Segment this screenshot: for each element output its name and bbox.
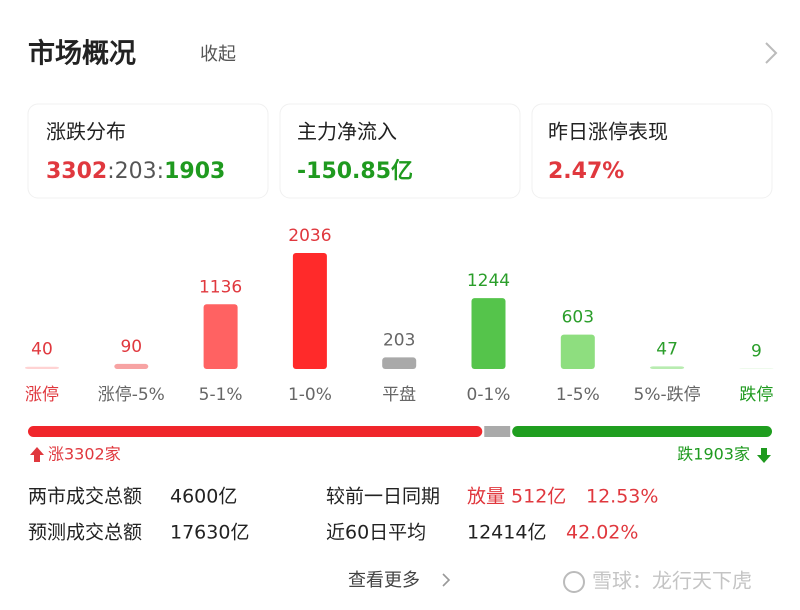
- stat-pct: 42.02%: [566, 522, 638, 544]
- category-label: 1-0%: [288, 385, 332, 405]
- value-label: 40: [31, 340, 53, 360]
- value-label: 9: [751, 341, 762, 361]
- value-label: 2036: [288, 226, 331, 246]
- value-label: 47: [656, 339, 678, 359]
- category-label: 平盘: [382, 385, 416, 405]
- value-label: 603: [562, 308, 594, 328]
- sep: :: [157, 159, 164, 184]
- stat-label: 预测成交总额: [28, 522, 142, 544]
- stat-label: 较前一日同期: [326, 486, 440, 508]
- up-label: 涨3302家: [48, 445, 121, 464]
- more-chevron[interactable]: [442, 573, 451, 587]
- bar: [292, 253, 327, 369]
- card: [27, 103, 269, 199]
- collapse[interactable]: 收起: [200, 44, 236, 65]
- category-label: 5-1%: [199, 385, 243, 405]
- value-label: 203: [383, 330, 415, 350]
- bar-chart: 40 涨停 90 涨停-5% 1136 5-1% 2036 1-0% 203 平盘 1244 0-1%…: [25, 226, 774, 405]
- card: [279, 103, 521, 199]
- category-label: 1-5%: [556, 385, 600, 405]
- category-label: 5%-跌停: [634, 385, 701, 405]
- card-label: 主力净流入: [297, 120, 397, 144]
- bar: [560, 334, 595, 369]
- flat-segment: [484, 426, 511, 437]
- category-label: 跌停: [739, 385, 773, 405]
- value-label: 1136: [199, 277, 242, 297]
- up-count: 3302: [46, 159, 107, 184]
- down-segment: [512, 426, 772, 437]
- category-label: 涨停-5%: [98, 385, 165, 405]
- down-label: 跌1903家: [677, 445, 750, 464]
- stat-label: 近60日平均: [326, 522, 426, 544]
- value-label: 90: [120, 337, 142, 357]
- stat-pct: 12.53%: [586, 486, 658, 508]
- category-label: 0-1%: [467, 385, 511, 405]
- stats: 两市成交总额 4600亿 较前一日同期 放量 512亿 12.53% 预测成交总…: [28, 486, 658, 544]
- bar: [650, 366, 685, 369]
- down-count: 1903: [164, 159, 225, 184]
- card: [531, 103, 773, 199]
- card-label: 昨日涨停表现: [548, 120, 668, 144]
- value-label: 1244: [467, 271, 510, 291]
- chevron[interactable]: [765, 42, 778, 64]
- bar: [382, 357, 417, 369]
- card-value: 3302:203:1903: [46, 159, 225, 184]
- breadth-bar: [28, 426, 772, 437]
- bar: [114, 363, 149, 369]
- stat-value: 17630亿: [170, 522, 249, 544]
- down-arrow: [757, 448, 771, 463]
- up-arrow: [30, 447, 44, 462]
- watermark-logo: [563, 571, 585, 593]
- bar: [203, 304, 238, 369]
- stat-label: 两市成交总额: [28, 486, 142, 508]
- up-segment: [28, 426, 483, 437]
- more-link[interactable]: 查看更多: [348, 570, 420, 591]
- bar: [471, 298, 506, 369]
- card-value: 2.47%: [548, 159, 624, 184]
- stat-value: 放量 512亿: [467, 486, 566, 508]
- card-label: 涨跌分布: [46, 120, 126, 144]
- sep: :: [107, 159, 114, 184]
- card-value: -150.85亿: [297, 159, 413, 184]
- bar: [739, 368, 774, 369]
- stat-value: 12414亿: [467, 522, 546, 544]
- bar: [25, 366, 59, 369]
- stat-value: 4600亿: [170, 486, 237, 508]
- flat-count: 203: [115, 159, 157, 184]
- watermark: 雪球：龙行天下虎: [592, 569, 752, 593]
- title: 市场概况: [28, 38, 136, 70]
- category-label: 涨停: [25, 385, 59, 405]
